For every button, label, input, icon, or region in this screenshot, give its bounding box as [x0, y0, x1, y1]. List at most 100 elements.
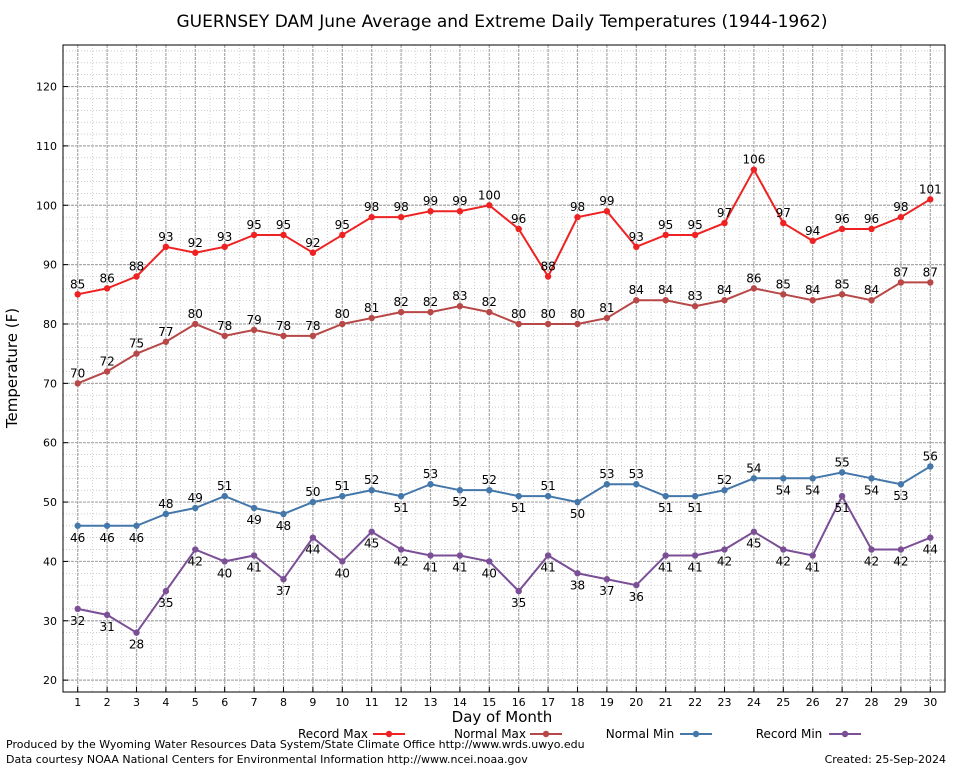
y-axis-label: Temperature (F) [3, 308, 21, 429]
x-tick-label: 1 [74, 696, 81, 709]
legend-label-normal-max: Normal Max [454, 727, 526, 741]
normal-min-data-label: 52 [452, 495, 467, 509]
normal-min-data-label: 56 [923, 449, 938, 463]
record-max-data-label: 96 [511, 212, 526, 226]
normal-max-point [397, 308, 405, 316]
record-min-point [486, 558, 493, 565]
normal-min-point [427, 481, 434, 488]
normal-min-point [897, 481, 905, 488]
record-max-point [838, 225, 846, 233]
y-tick-label: 40 [43, 555, 57, 568]
y-tick-label: 50 [43, 496, 57, 509]
normal-min-point [721, 486, 728, 494]
record-max-point [280, 231, 287, 239]
normal-min-data-label: 52 [482, 473, 497, 487]
x-tick-label: 25 [776, 696, 790, 709]
normal-min-data-label: 53 [629, 467, 644, 481]
record-max-data-label: 99 [452, 194, 467, 208]
record-max-point [162, 243, 170, 251]
record-min-point [780, 546, 787, 553]
y-tick-label: 60 [43, 437, 57, 450]
record-min-data-label: 41 [658, 560, 673, 574]
record-max-data-label: 96 [834, 212, 849, 226]
x-tick-label: 29 [894, 696, 908, 709]
normal-max-data-label: 85 [776, 277, 791, 291]
normal-min-data-label: 51 [687, 501, 702, 515]
record-max-point [515, 225, 522, 233]
normal-min-point [515, 492, 522, 500]
normal-min-point [250, 504, 258, 512]
normal-min-point [133, 522, 140, 529]
record-min-point [838, 492, 846, 500]
x-tick-label: 28 [865, 696, 879, 709]
record-min-point [368, 528, 375, 535]
footer-created-date: Created: 25-Sep-2024 [825, 753, 946, 766]
record-max-point [103, 285, 111, 292]
y-tick-label: 20 [43, 674, 57, 687]
record-min-data-label: 28 [129, 638, 144, 652]
record-min-data-label: 45 [364, 537, 379, 551]
normal-max-data-label: 72 [99, 354, 114, 368]
normal-min-data-label: 53 [893, 489, 908, 503]
normal-min-data-label: 48 [276, 519, 291, 533]
x-tick-label: 3 [133, 696, 140, 709]
record-min-line [77, 493, 931, 634]
record-max-data-label: 99 [599, 194, 614, 208]
normal-max-point [838, 291, 846, 298]
record-min-data-label: 41 [687, 560, 702, 574]
record-max-line [77, 167, 931, 296]
record-max-data-label: 85 [70, 277, 85, 291]
normal-max-data-label: 86 [746, 271, 761, 285]
record-max-point [397, 213, 405, 221]
x-axis-label: Day of Month [452, 708, 553, 726]
normal-max-point [868, 297, 875, 304]
normal-max-data-label: 87 [893, 265, 908, 279]
normal-min-point [927, 463, 934, 470]
normal-min-data-label: 55 [834, 455, 849, 469]
legend: Record Max Normal Max Normal Min Record Min [298, 727, 861, 741]
normal-max-point [280, 332, 287, 340]
normal-min-data-label: 50 [305, 485, 320, 499]
x-tick-label: 19 [600, 696, 614, 709]
normal-min-data-label: 51 [540, 479, 555, 493]
normal-min-data-label: 49 [188, 491, 203, 505]
record-min-data-label: 42 [188, 555, 203, 569]
record-min-point [162, 587, 170, 595]
y-tick-label: 80 [43, 318, 57, 331]
record-max-point [250, 231, 258, 239]
normal-min-data-label: 54 [805, 483, 820, 497]
normal-max-point [368, 314, 375, 322]
normal-min-point [691, 492, 699, 500]
record-min-point [691, 552, 699, 559]
normal-max-point [809, 297, 816, 304]
record-min-data-label: 36 [629, 590, 644, 604]
record-max-data-label: 96 [864, 212, 879, 226]
record-min-point [603, 576, 611, 583]
footer-produced-by: Produced by the Wyoming Water Resources … [6, 738, 585, 751]
normal-max-point [662, 297, 669, 304]
record-max-data-label: 98 [570, 200, 585, 214]
x-tick-label: 26 [806, 696, 820, 709]
normal-max-data-label: 70 [70, 366, 85, 380]
normal-min-point [162, 510, 170, 518]
normal-min-point [74, 522, 81, 529]
x-tick-label: 2 [104, 696, 111, 709]
record-min-point [397, 546, 405, 553]
normal-max-point [162, 338, 170, 345]
record-min-data-label: 41 [805, 560, 820, 574]
y-tick-label: 120 [36, 81, 57, 94]
normal-min-data-label: 46 [99, 531, 114, 545]
record-max-data-label: 88 [540, 259, 555, 273]
normal-min-data-label: 49 [246, 513, 261, 527]
x-tick-label: 6 [221, 696, 228, 709]
record-max-point [368, 213, 375, 221]
record-max-point [897, 213, 905, 221]
record-max-point [750, 166, 758, 173]
record-min-data-label: 44 [923, 543, 938, 557]
record-max-point [544, 273, 552, 280]
record-max-data-label: 93 [217, 230, 232, 244]
normal-min-data-label: 52 [364, 473, 379, 487]
record-min-data-label: 42 [776, 555, 791, 569]
x-tick-label: 13 [424, 696, 438, 709]
